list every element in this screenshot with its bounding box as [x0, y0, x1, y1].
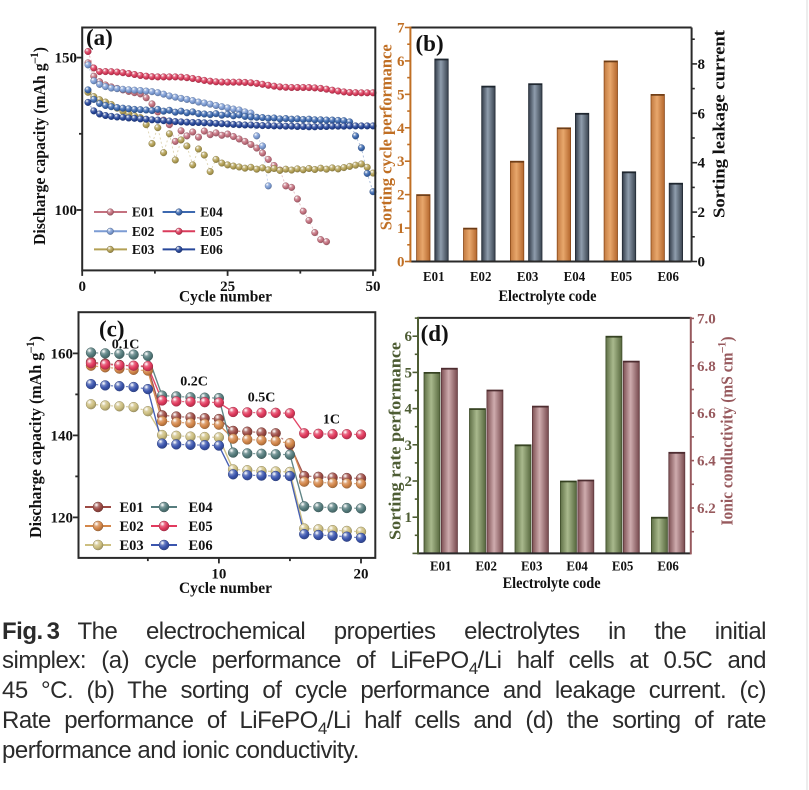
svg-text:0: 0 [698, 255, 706, 271]
svg-text:7: 7 [397, 21, 405, 37]
svg-text:E06: E06 [657, 560, 679, 575]
svg-text:E03: E03 [120, 538, 144, 554]
svg-text:(a): (a) [86, 25, 113, 50]
svg-text:(c): (c) [99, 317, 125, 342]
svg-text:E02: E02 [120, 519, 144, 535]
svg-text:100: 100 [55, 203, 78, 219]
svg-text:160: 160 [51, 346, 74, 362]
svg-text:4: 4 [405, 402, 413, 418]
svg-text:8: 8 [698, 57, 706, 73]
svg-text:4: 4 [698, 156, 706, 172]
svg-text:Ionic conductivity (mS cm–1): Ionic conductivity (mS cm–1) [714, 337, 736, 526]
svg-text:150: 150 [55, 51, 78, 67]
svg-text:10: 10 [211, 566, 226, 582]
svg-text:E01: E01 [423, 270, 445, 285]
svg-text:0: 0 [78, 279, 86, 295]
svg-text:Cycle number: Cycle number [179, 289, 272, 306]
svg-text:E06: E06 [200, 242, 223, 257]
svg-text:2: 2 [397, 188, 405, 204]
svg-text:3: 3 [405, 438, 413, 454]
svg-text:120: 120 [51, 510, 74, 526]
svg-text:1: 1 [397, 221, 405, 237]
svg-text:6.4: 6.4 [697, 454, 716, 470]
svg-text:0: 0 [397, 255, 405, 271]
svg-text:5: 5 [405, 365, 413, 381]
svg-text:Sorting cycle performance: Sorting cycle performance [377, 44, 396, 230]
svg-text:E06: E06 [657, 270, 679, 285]
svg-text:E01: E01 [132, 205, 155, 220]
svg-text:0.5C: 0.5C [248, 391, 276, 406]
svg-text:E02: E02 [132, 224, 155, 239]
svg-text:E04: E04 [200, 205, 223, 220]
svg-text:0.2C: 0.2C [180, 375, 208, 390]
svg-text:Discharge capacity (mAh g–1): Discharge capacity (mAh g–1) [27, 47, 49, 245]
svg-text:E05: E05 [611, 270, 633, 285]
svg-text:E03: E03 [132, 242, 155, 257]
svg-text:E05: E05 [189, 519, 213, 535]
svg-text:20: 20 [354, 566, 369, 582]
svg-text:E04: E04 [189, 500, 213, 516]
svg-text:(d): (d) [421, 321, 449, 346]
svg-text:(b): (b) [416, 31, 444, 56]
svg-text:E02: E02 [475, 560, 497, 575]
svg-text:1: 1 [405, 510, 413, 526]
svg-text:6.6: 6.6 [697, 406, 716, 422]
svg-text:E03: E03 [521, 560, 543, 575]
svg-text:140: 140 [51, 428, 74, 444]
svg-text:5: 5 [397, 87, 405, 103]
svg-text:6.8: 6.8 [697, 359, 716, 375]
svg-text:6: 6 [698, 106, 706, 122]
svg-text:50: 50 [366, 279, 381, 295]
svg-text:E04: E04 [564, 270, 586, 285]
svg-text:2: 2 [698, 205, 706, 221]
svg-text:6: 6 [397, 54, 405, 70]
svg-text:7.0: 7.0 [697, 311, 716, 327]
svg-text:25: 25 [220, 279, 235, 295]
svg-text:E03: E03 [517, 270, 539, 285]
svg-text:2: 2 [405, 474, 413, 490]
svg-text:3: 3 [397, 154, 405, 170]
svg-text:0.1C: 0.1C [112, 337, 140, 352]
svg-text:E01: E01 [430, 560, 452, 575]
svg-text:Discharge capacity (mAh g–1): Discharge capacity (mAh g–1) [23, 336, 45, 538]
svg-text:E02: E02 [470, 270, 492, 285]
svg-text:Cycle number: Cycle number [179, 580, 272, 597]
svg-text:E06: E06 [189, 538, 213, 554]
svg-text:6: 6 [405, 329, 413, 345]
svg-text:4: 4 [397, 121, 405, 137]
svg-text:Sorting leakage current: Sorting leakage current [709, 30, 728, 218]
svg-text:Sorting rate performance: Sorting rate performance [385, 342, 404, 540]
svg-text:Electrolyte code: Electrolyte code [499, 288, 597, 305]
svg-text:E04: E04 [566, 560, 588, 575]
svg-text:Electrolyte code: Electrolyte code [503, 575, 601, 592]
svg-text:1C: 1C [323, 412, 340, 427]
svg-text:E05: E05 [200, 224, 223, 239]
svg-text:6.2: 6.2 [697, 501, 716, 517]
svg-text:E01: E01 [120, 500, 144, 516]
svg-text:E05: E05 [612, 560, 634, 575]
